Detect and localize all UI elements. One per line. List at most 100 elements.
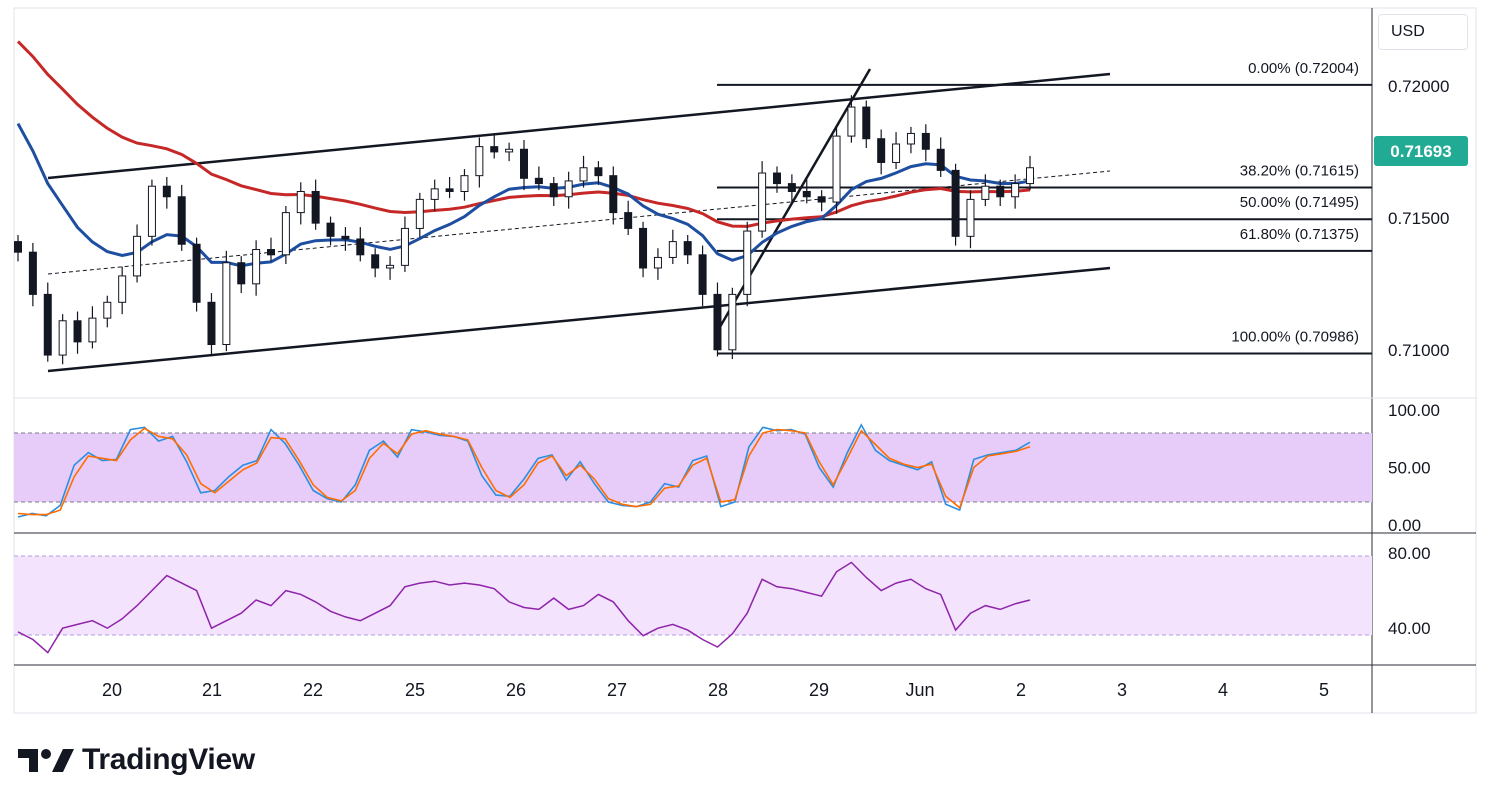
stochastic-tick-label: 0.00 <box>1388 516 1421 535</box>
candle <box>252 240 261 296</box>
tradingview-wordmark: TradingView <box>82 743 255 776</box>
fib-level-label: 50.00% (0.71495) <box>1240 194 1359 211</box>
candle <box>341 227 350 251</box>
candle <box>862 100 871 148</box>
candle <box>921 124 930 162</box>
candle <box>758 161 767 238</box>
candle <box>281 206 290 265</box>
last-price-badge: 0.71693 <box>1374 136 1468 166</box>
candle <box>430 179 439 212</box>
candle <box>356 227 365 262</box>
stochastic-tick-label: 100.00 <box>1388 401 1440 420</box>
candle <box>267 237 275 262</box>
candle <box>564 171 573 209</box>
drawings[interactable] <box>47 68 1111 373</box>
date-tick-label: 29 <box>809 680 829 700</box>
price-tick-label: 0.72000 <box>1388 77 1449 96</box>
candle <box>817 190 826 212</box>
candle <box>445 176 454 199</box>
candle <box>192 237 201 312</box>
price-axis[interactable]: 0.72000 0.71500 0.71000 <box>1388 77 1449 360</box>
candle <box>743 221 752 307</box>
channel-upper-line <box>47 72 1111 180</box>
fib-level-label: 61.80% (0.71375) <box>1240 226 1359 243</box>
candle <box>698 245 707 307</box>
candle <box>28 242 37 307</box>
fibonacci-levels[interactable]: 0.00% (0.72004) 38.20% (0.71615) 50.00% (0… <box>717 60 1372 355</box>
date-tick-label: 26 <box>506 680 526 700</box>
stochastic-lines <box>17 423 1031 518</box>
candle <box>118 266 127 315</box>
date-tick-label: 27 <box>607 680 627 700</box>
stochastic-band <box>14 433 1372 502</box>
candle <box>773 166 781 193</box>
candle <box>371 248 380 278</box>
candle <box>713 282 722 357</box>
candle <box>73 311 82 354</box>
candle <box>415 192 424 238</box>
candle <box>594 161 603 185</box>
date-tick-label: 5 <box>1319 680 1329 700</box>
candle <box>549 176 558 206</box>
date-axis[interactable]: 20 21 22 25 26 27 28 29 Jun 2 3 4 5 <box>102 680 1329 700</box>
candle <box>58 314 67 365</box>
date-tick-label: 25 <box>405 680 425 700</box>
candle <box>386 256 395 280</box>
candle <box>683 235 692 265</box>
candle <box>996 179 1005 206</box>
currency-selector[interactable]: USD <box>1378 14 1468 50</box>
candle <box>222 250 231 352</box>
date-tick-label: 28 <box>708 680 728 700</box>
fib-level-label: 38.20% (0.71615) <box>1240 163 1359 180</box>
date-tick-label: 21 <box>202 680 222 700</box>
candle <box>296 182 305 225</box>
last-price-value: 0.71693 <box>1390 142 1451 161</box>
tradingview-logo-icon <box>18 749 74 772</box>
candle <box>490 134 499 159</box>
candle <box>877 129 886 175</box>
currency-label: USD <box>1391 23 1425 40</box>
candle <box>802 179 811 204</box>
rsi-axis: 80.00 40.00 <box>1388 544 1431 638</box>
candle <box>951 163 960 246</box>
candle <box>505 142 514 162</box>
candle <box>1026 155 1034 191</box>
candle <box>609 166 618 225</box>
rsi-value-line <box>17 561 1031 654</box>
rsi-tick-label: 80.00 <box>1388 544 1431 563</box>
date-tick-label: 22 <box>303 680 323 700</box>
channel-lower-line <box>47 266 1111 373</box>
candle <box>906 126 915 154</box>
date-tick-label: 4 <box>1218 680 1228 700</box>
candle <box>43 282 52 362</box>
candle <box>787 174 796 204</box>
candle <box>653 248 662 280</box>
tradingview-logo: TradingView <box>18 740 255 780</box>
candle <box>326 216 335 246</box>
date-tick-label: 2 <box>1016 680 1026 700</box>
candle <box>147 179 156 246</box>
candle <box>133 224 142 283</box>
candle <box>981 174 990 206</box>
candle <box>207 293 216 357</box>
stochastic-axis: 100.00 50.00 0.00 <box>1388 401 1440 535</box>
stochastic-tick-label: 50.00 <box>1388 459 1431 478</box>
price-tick-label: 0.71000 <box>1388 341 1449 360</box>
candle <box>832 126 841 214</box>
candle <box>936 137 945 177</box>
candle <box>311 179 320 230</box>
candle <box>579 155 588 188</box>
candle <box>14 235 22 262</box>
fib-level-label: 0.00% (0.72004) <box>1248 60 1359 77</box>
candle <box>534 166 543 191</box>
date-tick-label: Jun <box>905 680 934 700</box>
rsi-tick-label: 40.00 <box>1388 619 1431 638</box>
candle <box>475 137 484 188</box>
rsi-band <box>14 556 1372 635</box>
candle <box>728 287 737 360</box>
candle <box>400 216 409 272</box>
candle <box>177 184 186 251</box>
candle <box>520 140 528 191</box>
candle <box>892 132 901 170</box>
